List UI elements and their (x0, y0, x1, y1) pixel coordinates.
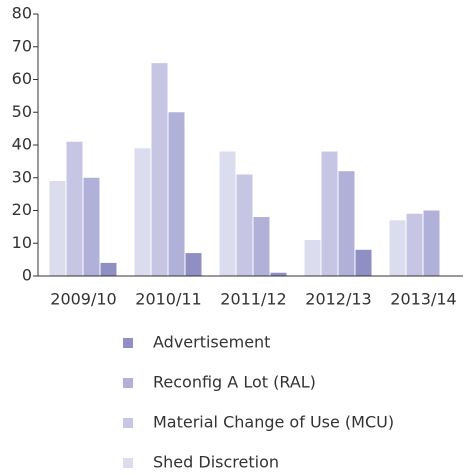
legend-label: Reconfig A Lot (RAL) (153, 373, 316, 392)
y-tick-label: 10 (12, 233, 32, 252)
x-tick-label: 2009/10 (50, 290, 116, 309)
y-tick-label: 0 (22, 266, 32, 285)
bar (185, 253, 202, 276)
bar (151, 63, 168, 276)
bar (423, 210, 440, 276)
legend-swatch (123, 418, 133, 428)
y-tick-label: 20 (12, 200, 32, 219)
bar (355, 249, 372, 276)
y-tick-label: 40 (12, 135, 32, 154)
bar (134, 148, 151, 276)
x-tick-label: 2012/13 (305, 290, 371, 309)
bar (406, 213, 423, 276)
legend-label: Advertisement (153, 333, 270, 352)
bar (270, 272, 287, 276)
y-tick-label: 60 (12, 69, 32, 88)
bar (304, 239, 321, 276)
bar (236, 174, 253, 276)
y-tick-label: 30 (12, 167, 32, 186)
y-tick-label: 50 (12, 102, 32, 121)
bar (389, 220, 406, 276)
bar (219, 151, 236, 276)
bar (49, 181, 66, 276)
x-tick-label: 2013/14 (390, 290, 456, 309)
bar (321, 151, 338, 276)
bar (168, 112, 185, 276)
legend-swatch (123, 378, 133, 388)
x-tick-label: 2010/11 (135, 290, 201, 309)
legend-label: Material Change of Use (MCU) (153, 413, 394, 432)
bar (338, 171, 355, 276)
legend-swatch (123, 338, 133, 348)
bar (100, 262, 117, 276)
bar (253, 217, 270, 276)
bar (66, 141, 83, 276)
bar (83, 177, 100, 276)
y-tick-label: 80 (12, 4, 32, 23)
legend-label: Shed Discretion (153, 453, 279, 472)
x-tick-label: 2011/12 (220, 290, 286, 309)
y-tick-label: 70 (12, 36, 32, 55)
legend-swatch (123, 458, 133, 468)
